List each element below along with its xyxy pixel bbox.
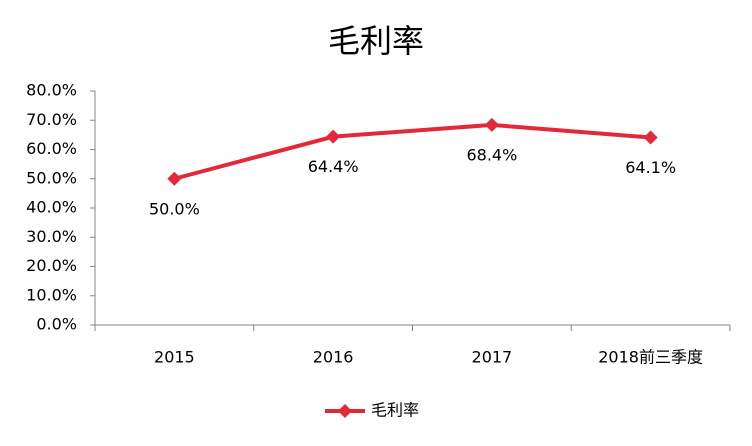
x-tick-label: 2016 [313,348,354,367]
y-tick-label: 0.0% [36,315,77,334]
x-tick-label: 2018前三季度 [598,348,703,367]
legend-marker [338,404,352,418]
chart-title: 毛利率 [328,22,424,60]
y-tick-label: 10.0% [26,285,77,304]
y-tick-label: 50.0% [26,168,77,187]
data-point [167,171,182,186]
data-point [643,130,658,145]
x-tick-label: 2015 [154,348,195,367]
data-line [173,122,651,181]
y-tick-label: 70.0% [26,110,77,129]
data-label: 64.1% [625,158,676,177]
y-tick-label: 30.0% [26,227,77,246]
y-tick-label: 40.0% [26,198,77,217]
x-tick-label: 2017 [472,348,513,367]
data-point [484,117,499,132]
data-point [326,129,341,144]
data-label: 50.0% [149,199,200,218]
data-label: 64.4% [308,157,359,176]
y-tick-label: 60.0% [26,139,77,158]
data-label: 68.4% [466,145,517,164]
legend-label: 毛利率 [371,401,419,420]
y-tick-label: 80.0% [26,81,77,100]
y-tick-label: 20.0% [26,256,77,275]
